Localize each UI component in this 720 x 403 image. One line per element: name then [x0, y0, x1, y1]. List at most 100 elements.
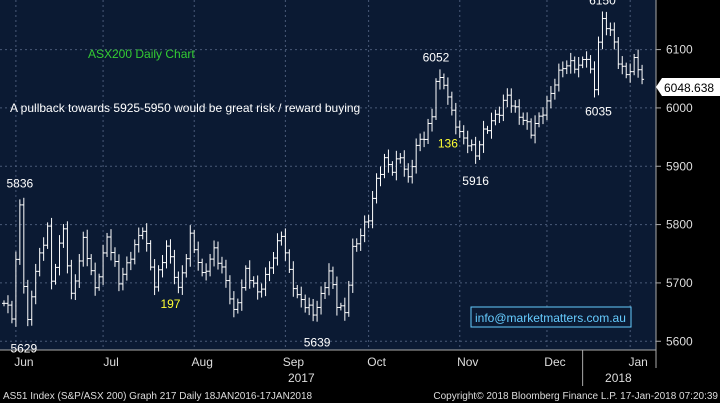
- ohlc-bar: [588, 55, 593, 74]
- ohlc-bar: [152, 259, 157, 296]
- x-tick-label: Jun: [14, 355, 33, 369]
- ohlc-bar: [204, 263, 209, 281]
- ohlc-bar: [422, 131, 427, 148]
- ohlc-bar: [334, 276, 339, 316]
- ohlc-bar: [390, 161, 395, 176]
- ohlc-bar: [374, 173, 379, 204]
- ohlc-bar: [263, 267, 268, 297]
- ohlc-bar: [37, 247, 42, 277]
- price-label: 5629: [10, 341, 37, 355]
- ohlc-bar: [505, 88, 510, 108]
- ohlc-bar: [592, 61, 597, 98]
- price-series: [2, 11, 645, 327]
- ohlc-bar: [604, 11, 609, 36]
- ohlc-bar: [17, 199, 22, 265]
- ohlc-bar: [628, 63, 633, 83]
- ohlc-bar: [509, 88, 514, 113]
- ohlc-bar: [172, 249, 177, 285]
- ohlc-bar: [192, 229, 197, 254]
- ohlc-bar: [406, 163, 411, 183]
- ohlc-bar: [548, 86, 553, 109]
- ohlc-bar: [386, 149, 391, 173]
- ohlc-bar: [291, 261, 296, 297]
- ohlc-bar: [564, 60, 569, 75]
- email-box[interactable]: info@marketmatters.com.au: [470, 306, 632, 328]
- ohlc-bar: [33, 263, 38, 305]
- price-label: 6035: [585, 105, 612, 119]
- email-link[interactable]: info@marketmatters.com.au: [475, 311, 626, 325]
- ohlc-bar: [41, 237, 46, 261]
- ohlc-bar: [636, 49, 641, 78]
- ohlc-bar: [616, 37, 621, 69]
- ohlc-bar: [354, 238, 359, 252]
- price-label: 5639: [304, 336, 331, 350]
- ohlc-bar: [85, 229, 90, 267]
- y-tick-label: 5600: [666, 334, 693, 348]
- ohlc-bar: [73, 274, 78, 301]
- ohlc-bar: [469, 139, 474, 152]
- ohlc-bar: [346, 280, 351, 317]
- ohlc-bar: [235, 298, 240, 314]
- ohlc-bar: [525, 112, 530, 130]
- y-tick-labels: 5600 5700 5800 5900 6000 6100: [656, 43, 693, 348]
- ohlc-bar: [255, 275, 260, 300]
- ohlc-bar: [156, 265, 161, 292]
- ohlc-bar: [358, 228, 363, 251]
- ohlc-bar: [212, 240, 217, 267]
- current-value-badge: 6048.638: [656, 78, 720, 96]
- ohlc-bar: [556, 63, 561, 92]
- ohlc-bar: [124, 256, 129, 281]
- x-tick-label: Dec: [544, 355, 565, 369]
- ohlc-bar: [410, 159, 415, 184]
- ohlc-bar: [608, 22, 613, 37]
- ohlc-bar: [572, 56, 577, 74]
- ohlc-bar: [481, 120, 486, 153]
- footer-right: Copyright© 2018 Bloomberg Finance L.P. 1…: [433, 391, 718, 402]
- ohlc-bar: [533, 115, 538, 144]
- y-tick-label: 6000: [666, 101, 693, 115]
- ohlc-bar: [461, 125, 466, 145]
- ohlc-bar: [537, 112, 542, 128]
- price-label: 5916: [462, 174, 489, 188]
- ohlc-bar: [53, 263, 58, 285]
- ohlc-bar: [433, 78, 438, 120]
- ohlc-bar: [259, 283, 264, 298]
- ohlc-bar: [227, 275, 232, 305]
- ohlc-bar: [445, 77, 450, 105]
- ohlc-bar: [176, 271, 181, 294]
- ohlc-bar: [584, 51, 589, 68]
- ohlc-bar: [223, 259, 228, 288]
- ohlc-bar: [120, 267, 125, 291]
- price-label: 6150: [589, 0, 616, 7]
- ohlc-bar: [101, 244, 106, 285]
- ohlc-bar: [49, 217, 54, 290]
- ohlc-bar: [97, 273, 102, 291]
- ohlc-bar: [441, 73, 446, 90]
- ohlc-bar: [430, 108, 435, 132]
- y-tick-label: 5700: [666, 276, 693, 290]
- ohlc-bar: [560, 61, 565, 78]
- ohlc-bar: [287, 249, 292, 273]
- ohlc-bar: [116, 254, 121, 292]
- ohlc-bar: [521, 112, 526, 126]
- ohlc-bar: [251, 276, 256, 288]
- ohlc-bar: [13, 251, 18, 327]
- ohlc-bar: [279, 231, 284, 246]
- year-label: 2017: [288, 371, 315, 385]
- x-tick-label: Oct: [367, 355, 386, 369]
- price-label: 6052: [423, 51, 450, 65]
- ohlc-bar: [394, 150, 399, 181]
- x-tick-labels: Jun Jul Aug Sep Oct Nov Dec Jan 2017 2018: [14, 350, 648, 386]
- ohlc-bar: [596, 36, 601, 96]
- ohlc-bar: [501, 94, 506, 122]
- ohlc-bar: [77, 253, 82, 288]
- ohlc-bar: [600, 11, 605, 50]
- ohlc-bar: [184, 254, 189, 278]
- ohlc-bar: [517, 99, 522, 125]
- ohlc-bar: [295, 284, 300, 299]
- ohlc-bar: [65, 221, 70, 274]
- ohlc-bar: [136, 227, 141, 253]
- ohlc-bar: [29, 290, 34, 326]
- ohlc-bar: [552, 78, 557, 100]
- ohlc-bar: [267, 261, 272, 282]
